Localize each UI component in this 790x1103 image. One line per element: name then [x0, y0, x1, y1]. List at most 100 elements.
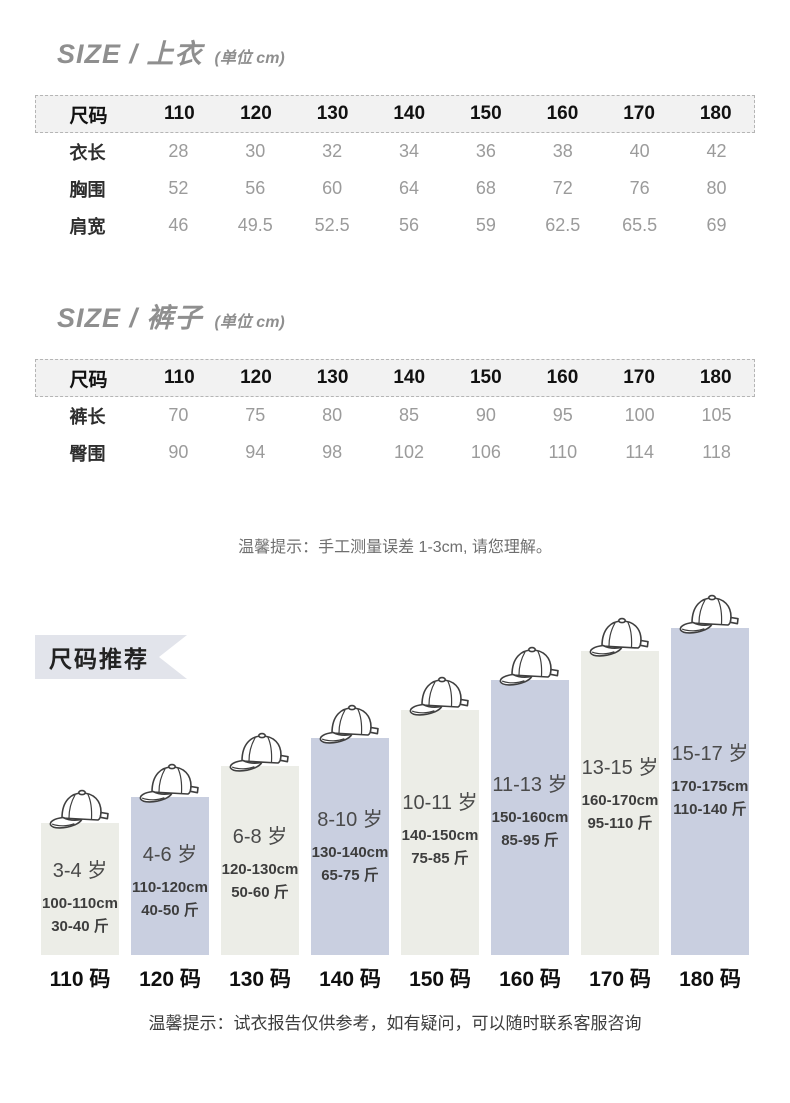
- value-cell: 75: [245, 405, 266, 425]
- baseball-cap-icon: [139, 763, 199, 803]
- weight-range-label: 85-95 斤: [501, 832, 559, 850]
- value-cell: 102: [394, 442, 425, 462]
- header-label-cell: 尺码: [69, 369, 108, 391]
- header-size-cell: 120: [240, 103, 272, 124]
- size-code-label: 120 码: [139, 968, 201, 991]
- recommendation-bar: 4-6 岁 110-120cm 40-50 斤: [131, 797, 209, 955]
- table-data-row: 衣长 28 30 32 34 36 38 40 42: [35, 133, 755, 170]
- bar-text-block: 4-6 岁 110-120cm 40-50 斤: [131, 838, 209, 923]
- table-header-row: 尺码 110 120 130 140 150 160 170 180: [35, 359, 755, 397]
- recommendation-bar-column: 4-6 岁 110-120cm 40-50 斤: [125, 762, 215, 955]
- recommendation-size-labels: 110 码 120 码 130 码 140 码 150 码 160 码 170 码 180 码: [35, 963, 755, 993]
- height-range-label: 170-175cm: [671, 777, 749, 795]
- header-size-cell: 150: [469, 367, 502, 388]
- value-cell: 46: [168, 215, 189, 235]
- recommendation-bar: 13-15 岁 160-170cm 95-110 斤: [581, 651, 659, 955]
- height-range-label: 120-130cm: [221, 860, 299, 878]
- weight-range-label: 65-75 斤: [321, 867, 379, 885]
- age-range-label: 10-11 岁: [402, 792, 478, 814]
- header-size-cell: 110: [163, 103, 195, 124]
- value-cell: 28: [168, 141, 189, 161]
- value-cell: 98: [322, 442, 343, 462]
- value-cell: 80: [322, 405, 343, 425]
- value-cell: 65.5: [622, 215, 658, 235]
- tops-size-table: 尺码 110 120 130 140 150 160 170 180 衣长 28 30 32 34 36 38…: [35, 95, 755, 244]
- value-cell: 114: [625, 442, 655, 462]
- value-cell: 52: [168, 178, 189, 198]
- height-range-label: 140-150cm: [401, 827, 479, 844]
- recommendation-bar-column: 3-4 岁 100-110cm 30-40 斤: [35, 788, 125, 955]
- size-code-label: 170 码: [589, 968, 651, 991]
- header-size-cell: 140: [393, 367, 426, 388]
- bar-text-block: 6-8 岁 120-130cm 50-60 斤: [221, 820, 299, 905]
- recommendation-bar-column: 15-17 岁 170-175cm 110-140 斤: [665, 593, 755, 955]
- weight-range-label: 95-110 斤: [587, 814, 653, 832]
- value-cell: 56: [245, 178, 266, 198]
- value-cell: 38: [552, 141, 573, 161]
- row-label-cell: 胸围: [69, 179, 106, 200]
- row-label-cell: 裤长: [69, 406, 106, 427]
- table-header-row: 尺码 110 120 130 140 150 160 170 180: [35, 95, 755, 133]
- header-size-cell: 120: [240, 367, 272, 388]
- header-size-cell: 130: [316, 103, 349, 124]
- value-cell: 85: [399, 405, 420, 425]
- height-range-label: 150-160cm: [491, 809, 569, 826]
- weight-range-label: 40-50 斤: [141, 902, 199, 920]
- tops-title-unit: (单位 cm): [214, 50, 285, 67]
- baseball-cap-icon: [499, 646, 559, 686]
- recommendation-bar: 3-4 岁 100-110cm 30-40 斤: [41, 823, 119, 955]
- value-cell: 42: [706, 141, 727, 161]
- value-cell: 30: [245, 141, 266, 161]
- recommendation-bar-column: 6-8 岁 120-130cm 50-60 斤: [215, 731, 305, 955]
- recommendation-bar-column: 8-10 岁 130-140cm 65-75 斤: [305, 703, 395, 955]
- value-cell: 60: [322, 178, 343, 198]
- weight-range-label: 110-140 斤: [673, 801, 747, 819]
- tops-title-text: SIZE / 上衣: [57, 39, 203, 69]
- value-cell: 56: [399, 215, 420, 235]
- age-range-label: 6-8 岁: [232, 825, 288, 848]
- size-code-label: 140 码: [319, 968, 381, 991]
- value-cell: 52.5: [314, 215, 350, 235]
- value-cell: 106: [470, 442, 501, 462]
- pants-section-title: SIZE / 裤子 (单位 cm): [57, 296, 755, 335]
- header-size-cell: 160: [546, 103, 579, 124]
- row-label-cell: 衣长: [69, 142, 106, 163]
- value-cell: 90: [475, 405, 496, 425]
- size-code-label: 150 码: [409, 968, 471, 991]
- value-cell: 59: [475, 215, 496, 235]
- recommendation-bar: 11-13 岁 150-160cm 85-95 斤: [491, 680, 569, 955]
- table-data-row: 肩宽 46 49.5 52.5 56 59 62.5 65.5 69: [35, 207, 755, 244]
- value-cell: 94: [245, 442, 266, 462]
- pants-size-section: SIZE / 裤子 (单位 cm) 尺码 110 120 130 140 150 160 17…: [35, 296, 755, 471]
- value-cell: 80: [706, 178, 727, 198]
- weight-range-label: 30-40 斤: [51, 918, 109, 936]
- bar-text-block: 8-10 岁 130-140cm 65-75 斤: [311, 803, 389, 888]
- value-cell: 76: [629, 178, 650, 198]
- header-label-cell: 尺码: [69, 105, 108, 127]
- recommendation-bars: 3-4 岁 100-110cm 30-40 斤 4-6 岁 110-120cm 40-5…: [35, 579, 755, 955]
- header-size-cell: 180: [699, 103, 732, 124]
- baseball-cap-icon: [49, 789, 109, 829]
- baseball-cap-icon: [679, 594, 739, 634]
- value-cell: 34: [399, 141, 420, 161]
- value-cell: 32: [322, 141, 343, 161]
- height-range-label: 110-120cm: [132, 879, 208, 897]
- size-chart-page: SIZE / 上衣 (单位 cm) 尺码 110 120 130 140 150 160 17…: [35, 39, 755, 1033]
- recommendation-bar-column: 11-13 岁 150-160cm 85-95 斤: [485, 645, 575, 955]
- weight-range-label: 75-85 斤: [411, 850, 469, 868]
- value-cell: 49.5: [237, 215, 273, 235]
- size-code-label: 110 码: [49, 968, 111, 991]
- recommendation-bar-column: 13-15 岁 160-170cm 95-110 斤: [575, 616, 665, 955]
- table-data-row: 胸围 52 56 60 64 68 72 76 80: [35, 170, 755, 207]
- size-code-label: 130 码: [229, 968, 291, 991]
- weight-range-label: 50-60 斤: [231, 883, 289, 901]
- table-data-row: 臀围 90 94 98 102 106 110 114 118: [35, 434, 755, 471]
- age-range-label: 3-4 岁: [52, 859, 108, 882]
- header-size-cell: 170: [623, 103, 655, 124]
- header-size-cell: 110: [163, 367, 195, 388]
- recommendation-bar: 15-17 岁 170-175cm 110-140 斤: [671, 628, 749, 955]
- table-data-row: 裤长 70 75 80 85 90 95 100 105: [35, 397, 755, 434]
- value-cell: 68: [475, 178, 496, 198]
- row-label-cell: 肩宽: [69, 216, 106, 237]
- recommendation-bar: 10-11 岁 140-150cm 75-85 斤: [401, 710, 479, 955]
